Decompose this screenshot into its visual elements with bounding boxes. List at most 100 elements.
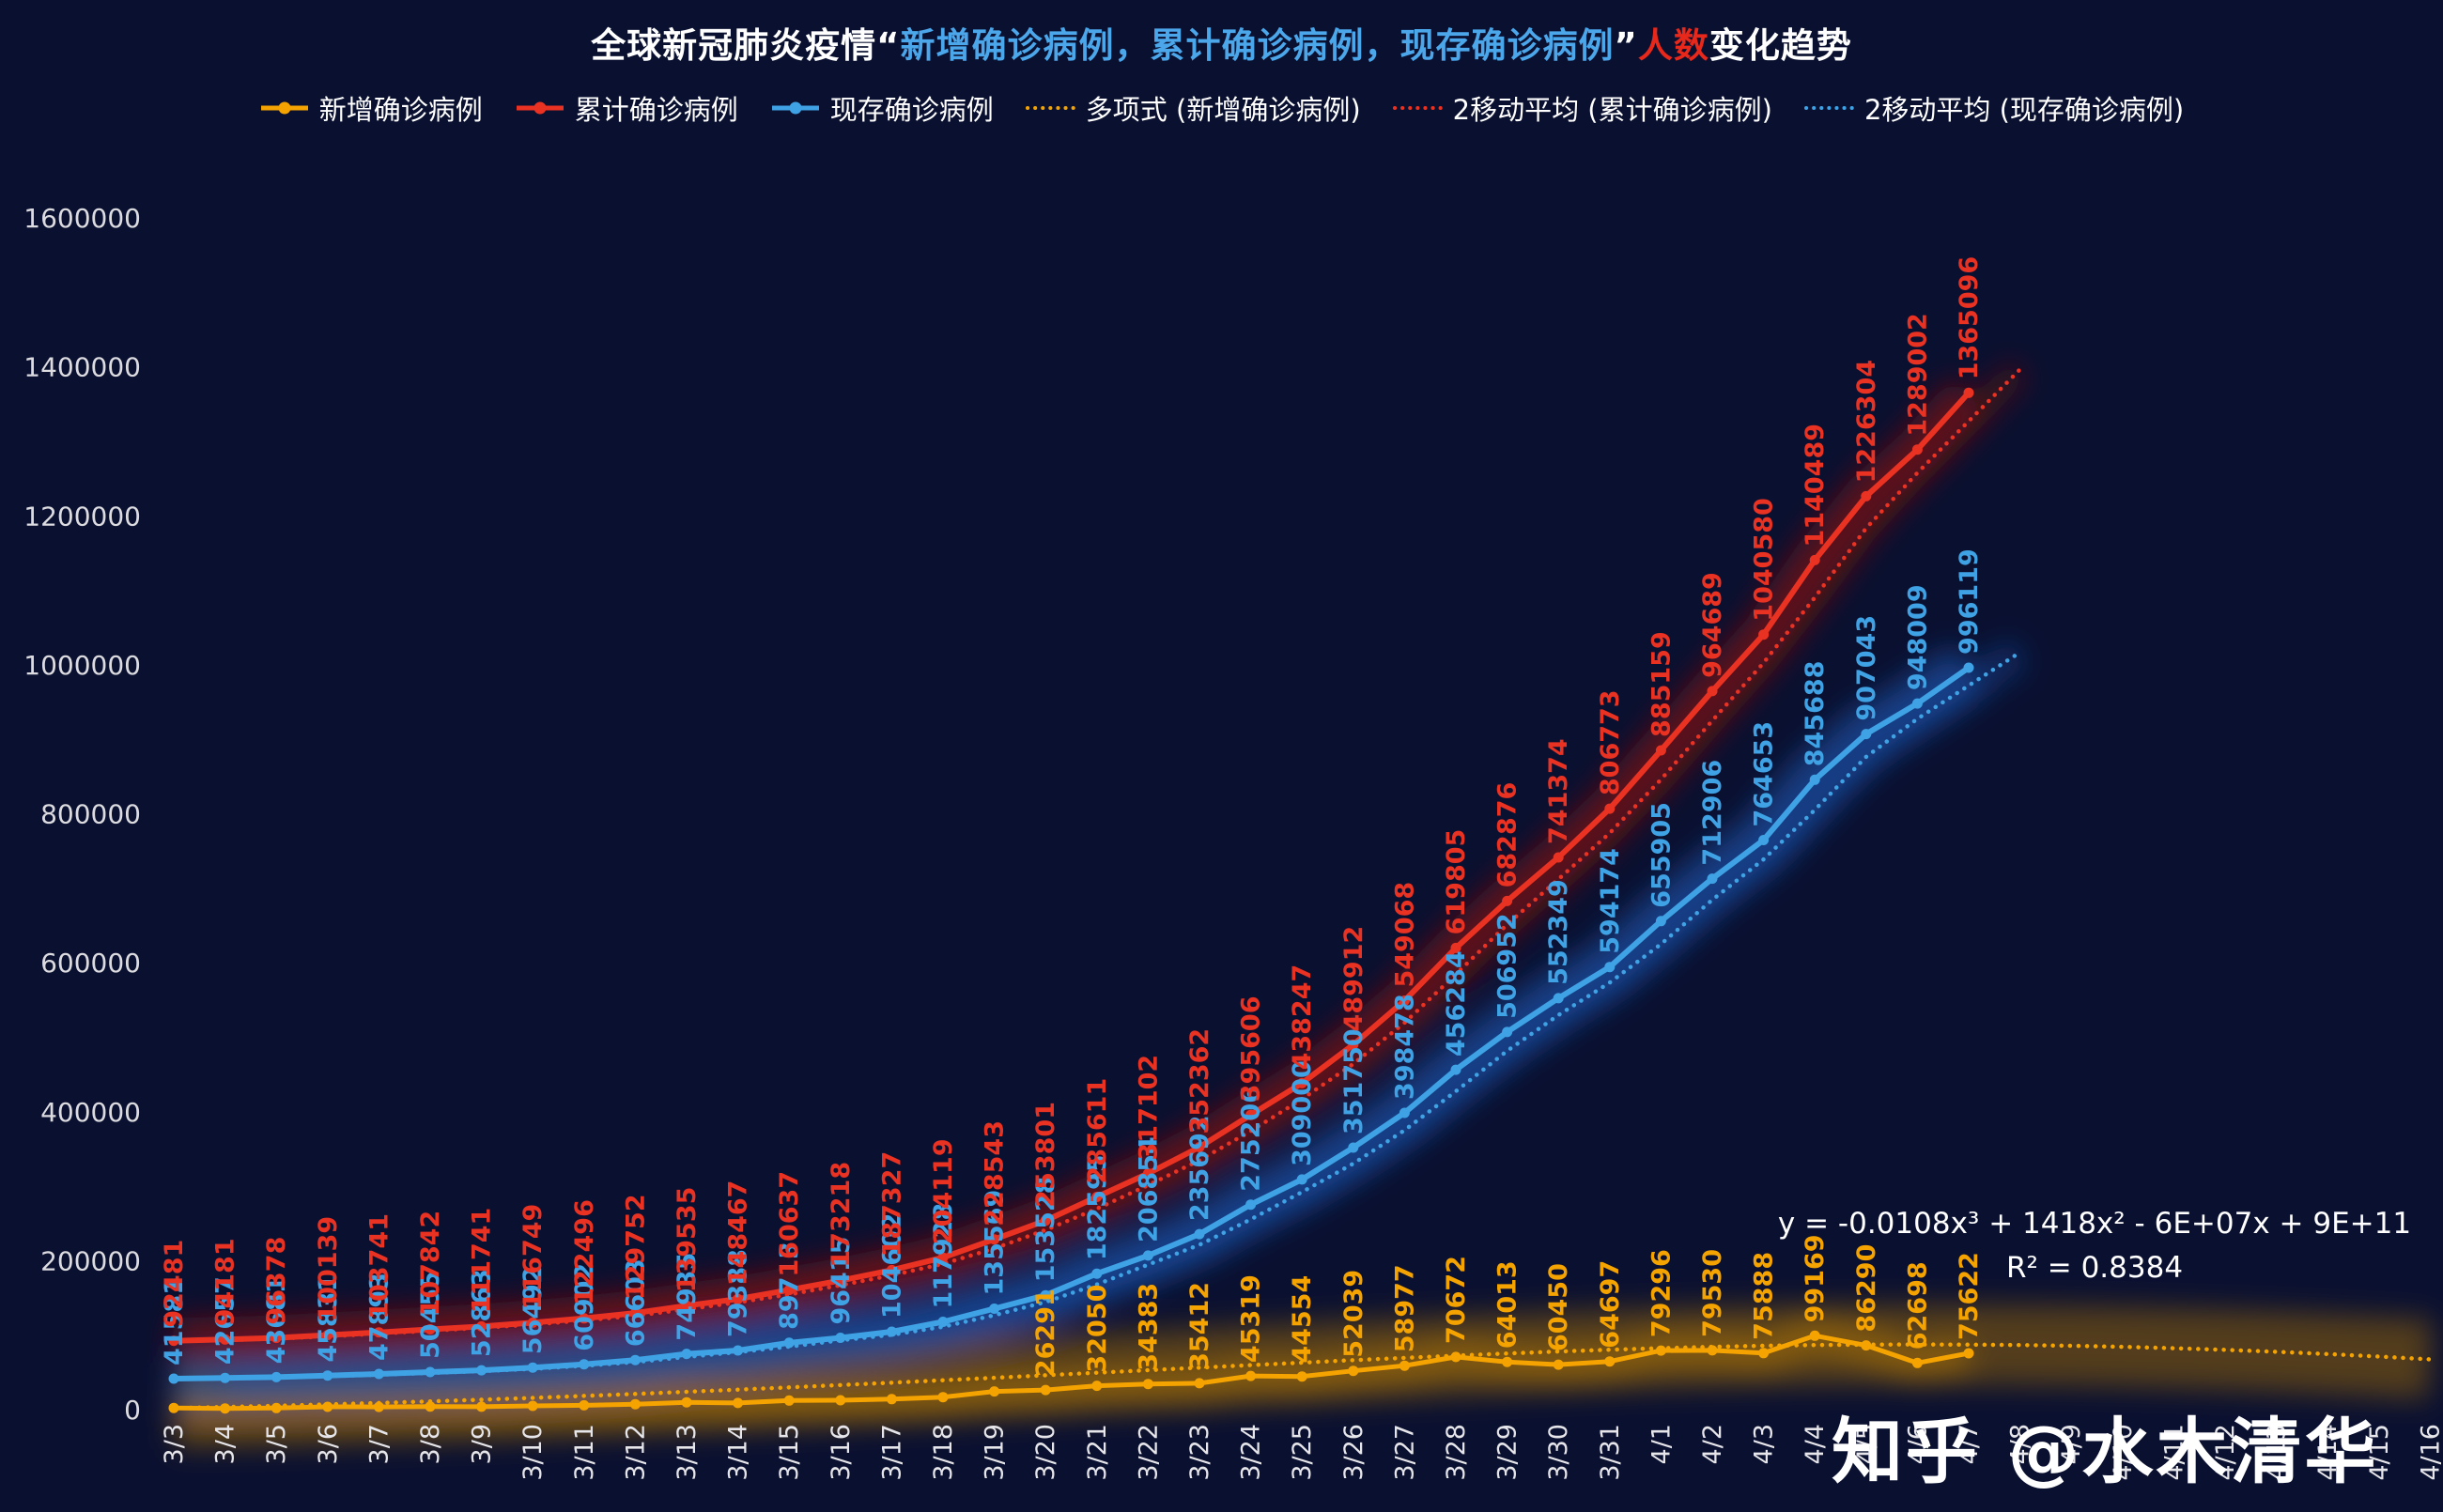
data-point-marker	[1861, 729, 1872, 740]
data-point-marker	[1091, 1381, 1103, 1392]
x-tick-label: 3/8	[416, 1424, 445, 1464]
data-label: 122496	[570, 1199, 599, 1305]
data-point-marker	[527, 1317, 538, 1328]
data-point-marker	[373, 1327, 384, 1338]
data-point-marker	[220, 1403, 231, 1414]
data-point-marker	[1194, 1142, 1205, 1152]
title-segment-series-names: 新增确诊病例，累计确诊病例，现存确诊病例	[900, 25, 1615, 66]
x-tick-label: 4/13	[2263, 1424, 2292, 1481]
y-tick-label: 1200000	[23, 501, 141, 532]
data-point-marker	[1861, 1340, 1872, 1351]
data-point-marker	[1502, 1356, 1513, 1367]
data-label: 235692	[1185, 1115, 1214, 1221]
x-tick-label: 4/15	[2365, 1424, 2394, 1481]
data-label: 549068	[1390, 882, 1419, 988]
x-tick-label: 3/10	[518, 1424, 548, 1481]
x-tick-label: 3/4	[211, 1424, 240, 1464]
x-tick-label: 4/12	[2211, 1424, 2240, 1481]
data-point-marker	[1348, 1142, 1359, 1153]
data-label: 285611	[1083, 1078, 1112, 1184]
data-label: 317102	[1134, 1055, 1163, 1161]
x-tick-label: 4/11	[2159, 1424, 2188, 1481]
x-tick-label: 4/5	[1852, 1424, 1881, 1464]
data-label: 153528	[1031, 1176, 1060, 1282]
trendline-equation-text: y = -0.0108x³ + 1418x² - 6E+07x + 9E+11	[1777, 1207, 2412, 1241]
data-label: 74935	[673, 1253, 702, 1341]
data-point-marker	[476, 1320, 487, 1332]
data-label: 964689	[1698, 572, 1727, 678]
data-point-marker	[1245, 1199, 1257, 1211]
x-tick-label: 4/10	[2109, 1424, 2138, 1481]
data-point-marker	[1399, 995, 1410, 1006]
data-point-marker	[1758, 1348, 1770, 1359]
x-tick-label: 4/16	[2416, 1424, 2443, 1481]
data-point-marker	[1604, 803, 1616, 814]
data-label: 75888	[1750, 1252, 1779, 1340]
data-point-marker	[1707, 686, 1718, 697]
x-tick-label: 3/30	[1544, 1424, 1573, 1481]
data-point-marker	[1655, 745, 1666, 756]
data-label: 173218	[827, 1162, 856, 1268]
data-label: 86290	[1852, 1244, 1881, 1333]
data-label: 1226304	[1852, 360, 1881, 484]
x-tick-label: 3/9	[468, 1424, 497, 1464]
data-label: 489912	[1339, 926, 1368, 1032]
legend-item-1: 累计确诊病例	[515, 88, 738, 128]
series-line-new-cases	[173, 1333, 1970, 1412]
data-label: 103741	[364, 1213, 394, 1319]
title-segment-quote-close: ”	[1614, 25, 1638, 66]
data-point-marker	[1553, 852, 1564, 863]
data-point-marker	[681, 1349, 692, 1360]
data-label: 845688	[1801, 661, 1830, 767]
data-point-marker	[1655, 1345, 1666, 1356]
data-label: 64697	[1596, 1260, 1625, 1349]
data-label: 79530	[1698, 1249, 1727, 1337]
x-tick-label: 3/7	[364, 1424, 394, 1464]
data-point-marker	[629, 1354, 641, 1365]
data-label: 35412	[1185, 1282, 1214, 1370]
data-point-marker	[937, 1392, 949, 1403]
data-point-marker	[1296, 1174, 1307, 1185]
data-label: 116749	[518, 1204, 548, 1310]
x-tick-label: 3/3	[160, 1424, 189, 1464]
data-label: 552349	[1544, 879, 1573, 985]
data-label: 148467	[724, 1180, 753, 1287]
data-label: 655905	[1647, 802, 1676, 908]
data-point-marker	[989, 1234, 1000, 1245]
data-label: 996119	[1955, 548, 1984, 655]
data-point-marker	[322, 1330, 333, 1341]
series-line-cumulative-cases	[173, 391, 1971, 1344]
x-tick-label: 3/27	[1390, 1424, 1419, 1481]
data-point-marker	[1655, 916, 1666, 927]
data-label: 94181	[211, 1238, 240, 1326]
y-tick-label: 1400000	[23, 352, 141, 383]
data-label: 52863	[468, 1269, 497, 1357]
data-point-marker	[1553, 1359, 1564, 1370]
data-point-marker	[1963, 1348, 1974, 1359]
data-point-marker	[835, 1275, 846, 1287]
data-label: 506952	[1493, 913, 1523, 1019]
legend-item-label: 多项式 (新增确诊病例)	[1085, 94, 1361, 126]
x-tick-label: 4/7	[1955, 1424, 1984, 1464]
legend-dotted-marker-icon	[1025, 106, 1076, 110]
data-label: 52039	[1339, 1270, 1368, 1358]
data-label: 682876	[1493, 782, 1523, 888]
data-label: 1040580	[1750, 498, 1779, 622]
data-label: 44554	[1288, 1275, 1317, 1364]
data-label: 438247	[1288, 964, 1317, 1071]
y-tick-label: 400000	[40, 1097, 141, 1128]
data-point-marker	[579, 1313, 590, 1324]
data-point-marker	[1553, 993, 1564, 1004]
data-labels-cumulative-cases: 92481 94181 96378 100139 103741 107842 111741 1…	[160, 256, 1984, 1328]
data-label: 62698	[1903, 1261, 1932, 1350]
data-label: 398478	[1390, 994, 1419, 1100]
x-tick-label: 4/9	[2057, 1424, 2086, 1464]
data-label: 100139	[314, 1216, 343, 1322]
data-point-marker	[1091, 1268, 1103, 1279]
data-label: 135569	[981, 1190, 1010, 1296]
x-tick-label: 3/31	[1596, 1424, 1625, 1481]
data-label: 139535	[673, 1187, 702, 1293]
data-label: 594174	[1596, 848, 1625, 954]
x-tick-label: 3/19	[981, 1424, 1010, 1481]
data-labels-new-cases: 26291 32050 34383 35412 45319 44554 52039 58977…	[1031, 1234, 1984, 1377]
